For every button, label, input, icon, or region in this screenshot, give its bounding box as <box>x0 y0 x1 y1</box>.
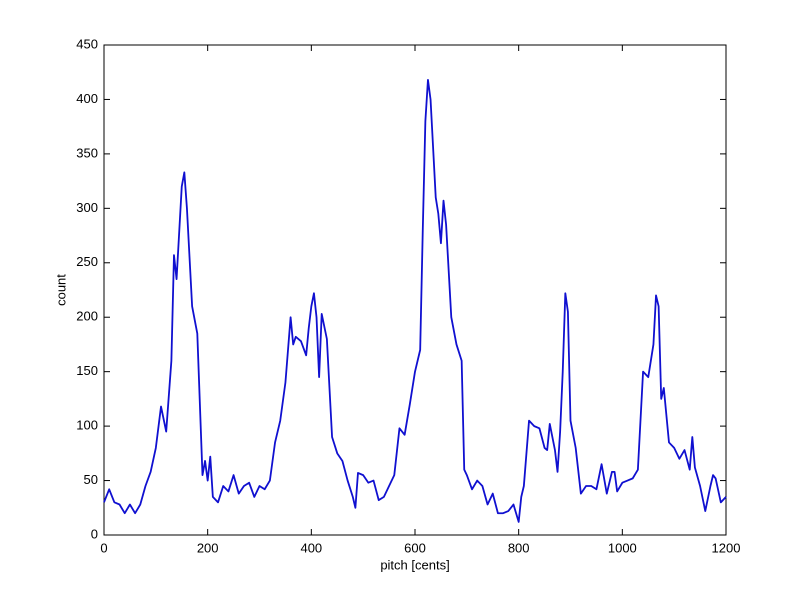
y-tick-label: 350 <box>76 145 98 160</box>
x-axis-label: pitch [cents] <box>380 557 449 572</box>
y-tick-label: 450 <box>76 36 98 51</box>
plot-frame <box>103 44 727 536</box>
y-tick-label: 400 <box>76 91 98 106</box>
x-tick-label: 800 <box>508 540 530 555</box>
x-tick-label: 200 <box>197 540 219 555</box>
y-axis-label: count <box>53 274 68 306</box>
y-tick-label: 200 <box>76 309 98 324</box>
x-tick-label: 400 <box>300 540 322 555</box>
y-tick-label: 0 <box>91 526 98 541</box>
x-tick-label: 1200 <box>712 540 741 555</box>
x-tick-label: 1000 <box>608 540 637 555</box>
y-tick-label: 50 <box>84 472 98 487</box>
y-tick-label: 250 <box>76 254 98 269</box>
x-tick-label: 0 <box>100 540 107 555</box>
y-tick-label: 100 <box>76 418 98 433</box>
y-tick-label: 150 <box>76 363 98 378</box>
x-tick-label: 600 <box>404 540 426 555</box>
y-tick-label: 300 <box>76 200 98 215</box>
data-line <box>103 78 727 523</box>
